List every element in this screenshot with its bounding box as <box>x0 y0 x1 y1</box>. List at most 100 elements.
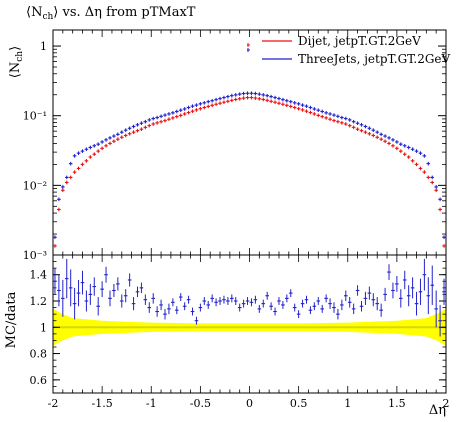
ratio-point <box>190 307 195 316</box>
ratio-point <box>277 297 281 305</box>
dijet-point <box>84 159 89 163</box>
threejets-point <box>72 154 77 158</box>
dijet-point <box>371 133 376 138</box>
ratio-point <box>206 301 211 309</box>
ratio-point <box>174 306 179 315</box>
threejets-point <box>61 185 65 189</box>
threejets-point <box>434 185 438 189</box>
threejets-point <box>347 118 352 122</box>
dijet-point <box>296 106 301 111</box>
threejets-point <box>296 102 301 106</box>
threejets-point <box>104 138 108 142</box>
threejets-point <box>100 140 104 144</box>
threejets-point <box>269 94 273 99</box>
ratio-point <box>230 294 234 303</box>
threejets-point <box>214 97 218 102</box>
ratio-point <box>198 303 203 312</box>
legend-label-dijet: Dijet, jetpT.GT.2GeV <box>298 34 421 48</box>
dijet-point <box>304 109 309 114</box>
threejets-point <box>245 91 250 96</box>
ratio-point <box>68 269 73 307</box>
threejets-point <box>53 235 57 240</box>
dijet-point <box>171 116 175 120</box>
threejets-point <box>316 108 321 112</box>
dijet-point <box>88 155 93 159</box>
dijet-point <box>288 104 293 109</box>
ratio-point <box>336 308 340 320</box>
threejets-point <box>155 115 159 120</box>
ratio-point <box>76 279 81 307</box>
dijet-point <box>332 118 336 123</box>
dijet-point <box>281 102 285 107</box>
ratio-point <box>402 270 407 290</box>
ratio-point <box>151 293 156 304</box>
threejets-point <box>123 128 128 132</box>
threejets-point <box>426 161 431 166</box>
threejets-point <box>288 99 293 104</box>
threejets-point <box>324 111 328 115</box>
ratio-point <box>112 283 116 298</box>
ratio-point <box>218 297 222 305</box>
threejets-point <box>399 142 403 146</box>
ratio-point <box>57 274 61 307</box>
dijet-point <box>92 152 97 157</box>
threejets-point <box>108 136 112 140</box>
ratio-point <box>171 298 175 307</box>
ratio-point <box>430 265 435 305</box>
dijet-point <box>202 105 207 110</box>
ratio-point <box>127 273 132 287</box>
threejets-point <box>135 123 140 127</box>
dijet-point <box>402 152 407 157</box>
ratio-point <box>410 277 415 299</box>
dijet-point <box>328 117 332 122</box>
threejets-point <box>131 124 136 129</box>
ratio-point <box>53 268 57 295</box>
dijet-point <box>442 244 446 248</box>
threejets-point <box>261 93 266 97</box>
x-tick-label: 1.5 <box>388 397 406 410</box>
threejets-point <box>343 116 348 121</box>
threejets-point <box>336 114 340 119</box>
dijet-point <box>206 104 211 109</box>
ratio-point <box>84 290 89 312</box>
ratio-point <box>438 304 442 337</box>
threejets-point <box>249 91 254 96</box>
ratio-point <box>119 294 124 308</box>
ratio-point <box>320 304 325 313</box>
threejets-point <box>57 197 61 202</box>
ratio-point <box>108 290 112 307</box>
ratio-point <box>391 282 395 299</box>
threejets-point <box>300 103 305 107</box>
ratio-point <box>88 283 93 305</box>
threejets-point <box>367 126 372 131</box>
ratio-point <box>422 258 427 291</box>
dijet-point <box>210 103 214 108</box>
threejets-point <box>332 113 336 117</box>
dijet-point <box>53 244 57 248</box>
ratio-point <box>178 293 183 301</box>
ratio-point <box>257 304 262 313</box>
ratio-plot: 0.6 0.8 1 1.2 1.4 -2 -1.5 -1 -0.5 0 0.5 1 1.5 2 <box>30 254 450 410</box>
ratio-point <box>147 302 152 313</box>
dijet-point <box>414 162 419 167</box>
ratio-point <box>363 291 368 305</box>
main-y-tick-label: 10⁻³ <box>23 249 47 262</box>
threejets-point <box>387 136 391 140</box>
dijet-point <box>194 108 199 112</box>
dijet-point <box>198 106 203 111</box>
threejets-point <box>375 130 380 134</box>
ratio-point <box>139 282 144 294</box>
dijet-point <box>159 119 163 124</box>
ratio-point <box>182 302 187 311</box>
threejets-point <box>116 132 120 137</box>
ratio-point <box>233 297 238 305</box>
dijet-point <box>116 137 120 141</box>
threejets-point <box>178 108 183 112</box>
dijet-point <box>135 128 140 133</box>
x-tick-label: -0.5 <box>190 397 211 410</box>
ratio-y-tick-label: 1.4 <box>30 269 48 282</box>
threejets-point <box>241 91 246 96</box>
ratio-point <box>261 299 266 308</box>
x-axis-label: Δη <box>429 403 446 418</box>
